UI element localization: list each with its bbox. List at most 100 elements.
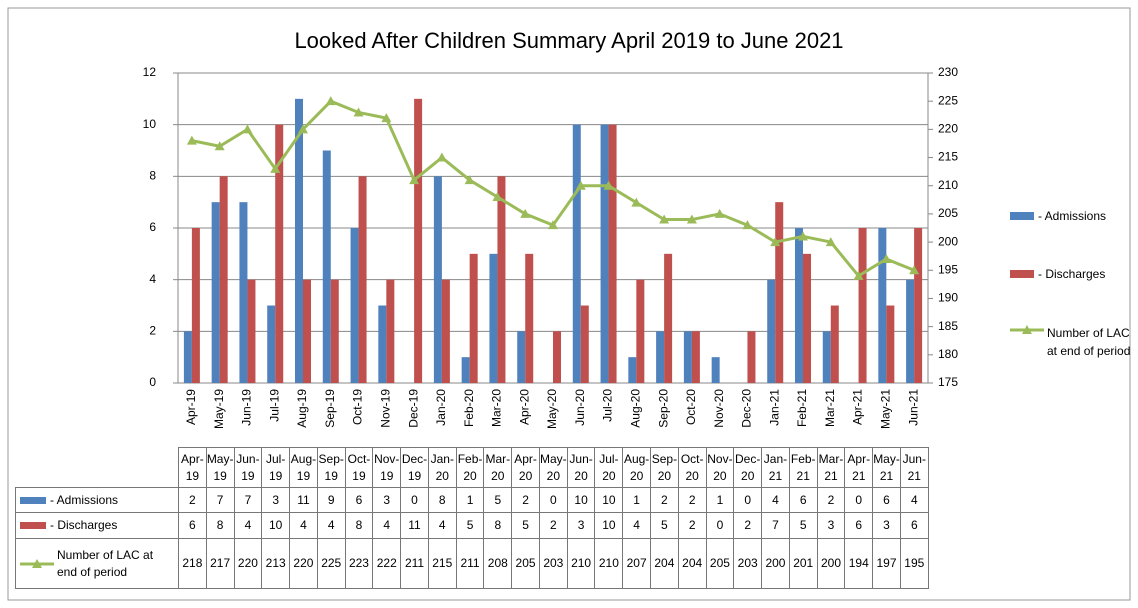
table-cell: 4 <box>622 512 652 539</box>
table-cell: 4 <box>316 512 346 539</box>
table-cell: 7 <box>233 487 263 513</box>
header-cell: Jun-19 <box>233 447 263 488</box>
table-cell: 6 <box>872 487 901 513</box>
table-cell: 4 <box>233 512 263 539</box>
header-cell: Jul-19 <box>261 447 291 488</box>
bar <box>414 98 423 383</box>
table-cell: 204 <box>677 538 707 589</box>
table-cell: 200 <box>761 538 790 589</box>
table-cell: 2 <box>677 487 707 513</box>
line-marker <box>881 254 892 263</box>
bar <box>275 124 284 384</box>
table-cell: 203 <box>538 538 568 589</box>
legend-label: Number of LAC at end of period <box>1047 326 1131 358</box>
header-cell: Jan-21 <box>761 447 790 488</box>
row-key: - Admissions <box>20 492 178 509</box>
table-row: Number of LAC at end of period 218 217 220 2… <box>15 538 929 589</box>
bar <box>858 228 867 383</box>
table-cell: 2 <box>538 512 568 539</box>
table-cell: 213 <box>261 538 291 589</box>
bar <box>322 150 331 383</box>
legend-item: - Discharges <box>1010 266 1105 282</box>
x-tick-label: Nov-19 <box>379 389 393 428</box>
y2-tick-label: 190 <box>938 291 958 305</box>
table-cell: 2 <box>816 487 846 513</box>
header-cell: Sep-19 <box>316 447 346 488</box>
x-tick-label: Aug-19 <box>295 389 309 428</box>
row-label: - Admissions <box>15 487 179 513</box>
y2-tick-label: 210 <box>938 178 958 192</box>
y-tick-label: 8 <box>149 169 156 183</box>
table-cell: 6 <box>844 512 874 539</box>
x-tick-label: Jan-20 <box>434 389 448 426</box>
x-tick-label: Apr-21 <box>851 389 865 425</box>
table-cell: 4 <box>899 487 929 513</box>
table-cell: 205 <box>705 538 735 589</box>
bar <box>330 279 339 383</box>
bar <box>775 202 784 383</box>
table-cell: 1 <box>455 487 485 513</box>
table-cell: 2 <box>677 512 707 539</box>
legend-swatch <box>1010 212 1034 220</box>
x-tick-label: Sep-20 <box>656 389 670 428</box>
row-label-text: Number of LAC at end of period <box>57 547 154 579</box>
table-cell: 3 <box>816 512 846 539</box>
row-key: - Discharges <box>20 517 178 534</box>
line-marker <box>353 107 364 117</box>
header-cell: Apr-20 <box>511 447 540 488</box>
table-cell: 195 <box>899 538 929 589</box>
x-tick-label: Apr-19 <box>184 389 198 425</box>
bar <box>497 176 506 383</box>
bar <box>461 357 470 383</box>
table-cell: 11 <box>289 487 318 513</box>
table-cell: 197 <box>872 538 901 589</box>
header-cell: May-20 <box>538 447 568 488</box>
y2-tick-label: 230 <box>938 65 958 79</box>
table-row: - Discharges 6 8 4 10 4 4 8 4 11 4 5 8 5 2 3 10 4 5 2 0 2 7 5 3 6… <box>15 512 929 539</box>
x-tick-label: Dec-20 <box>740 389 754 428</box>
bar <box>664 253 673 383</box>
legend-label: - Admissions <box>1038 209 1107 223</box>
table-cell: 3 <box>566 512 596 539</box>
table-cell: 220 <box>233 538 263 589</box>
y2-tick-label: 180 <box>938 347 958 361</box>
line-marker <box>798 231 808 241</box>
bar <box>239 202 248 383</box>
table-cell: 220 <box>289 538 318 589</box>
chart-title: Looked After Children Summary April 2019… <box>294 28 843 53</box>
x-tick-label: Jul-20 <box>601 389 615 422</box>
table-cell: 2 <box>178 487 207 513</box>
line-marker <box>909 265 920 275</box>
header-cell: Mar-20 <box>483 447 513 488</box>
legend-item: Number of LAC at end of period <box>1010 324 1133 360</box>
table-cell: 215 <box>427 538 457 589</box>
table-cell: 8 <box>483 512 513 539</box>
bar <box>219 176 228 383</box>
bar <box>386 279 395 383</box>
bar <box>822 331 831 383</box>
table-cell: 217 <box>205 538 235 589</box>
x-tick-label: Oct-19 <box>351 389 365 425</box>
x-tick-label: Jun-20 <box>573 389 587 426</box>
header-cell: Jun-21 <box>899 447 929 488</box>
x-tick-label: Mar-21 <box>823 389 837 427</box>
header-cell: Sep-20 <box>650 447 679 488</box>
line-marker <box>825 237 836 247</box>
y-tick-label: 12 <box>143 65 157 79</box>
bar <box>636 279 645 383</box>
header-cell: Oct-19 <box>344 447 374 488</box>
legend-label: - Discharges <box>1038 267 1106 281</box>
bar <box>656 331 665 383</box>
table-cell: 218 <box>178 538 207 589</box>
header-cell: May-21 <box>872 447 901 488</box>
header-cell: Feb-21 <box>788 447 818 488</box>
header-cell: Jun-20 <box>566 447 596 488</box>
header-cell: Apr-19 <box>178 447 207 488</box>
legend-item: - Admissions <box>1010 208 1106 224</box>
y-tick-label: 6 <box>149 220 156 234</box>
line-marker <box>298 124 308 134</box>
table-cell: 2 <box>733 512 763 539</box>
bar <box>183 331 192 383</box>
line-marker <box>770 237 781 247</box>
